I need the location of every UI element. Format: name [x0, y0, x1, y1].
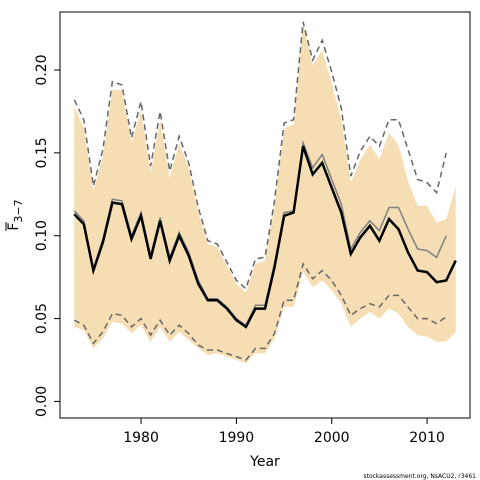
y-tick-label: 0.15 [34, 137, 50, 168]
x-axis: 1980 1990 2000 2010 [123, 418, 445, 446]
y-axis-title: F3−7 [5, 199, 25, 231]
series-line-previous [73, 139, 447, 327]
x-tick-label: 2010 [409, 430, 445, 446]
band-layer [74, 23, 456, 364]
y-tick-label: 0.10 [34, 220, 50, 251]
x-axis-title: Year [249, 454, 280, 470]
previous-ci-upper [73, 21, 447, 291]
confidence-band [74, 23, 456, 364]
y-tick-label: 0.20 [34, 54, 50, 85]
x-tick-label: 1980 [123, 430, 159, 446]
series-layer [73, 139, 457, 329]
x-tick-label: 1990 [219, 430, 255, 446]
credit-text: stockassessment.org, NsACU2, r3461 [363, 473, 476, 480]
plot-frame [59, 11, 471, 419]
previous-ci-lower [73, 262, 447, 361]
ci-layer [73, 21, 447, 361]
y-axis-title-main: F [6, 223, 22, 231]
series-line-current [73, 145, 457, 329]
y-tick-label: 0.05 [34, 303, 50, 334]
y-axis-title-sub: 3−7 [12, 199, 25, 222]
y-tick-label: 0.00 [34, 386, 50, 417]
x-tick-label: 2000 [314, 430, 350, 446]
y-axis: 0.00 0.05 0.10 0.15 0.20 [34, 54, 60, 417]
svg-text:F3−7: F3−7 [6, 199, 25, 230]
